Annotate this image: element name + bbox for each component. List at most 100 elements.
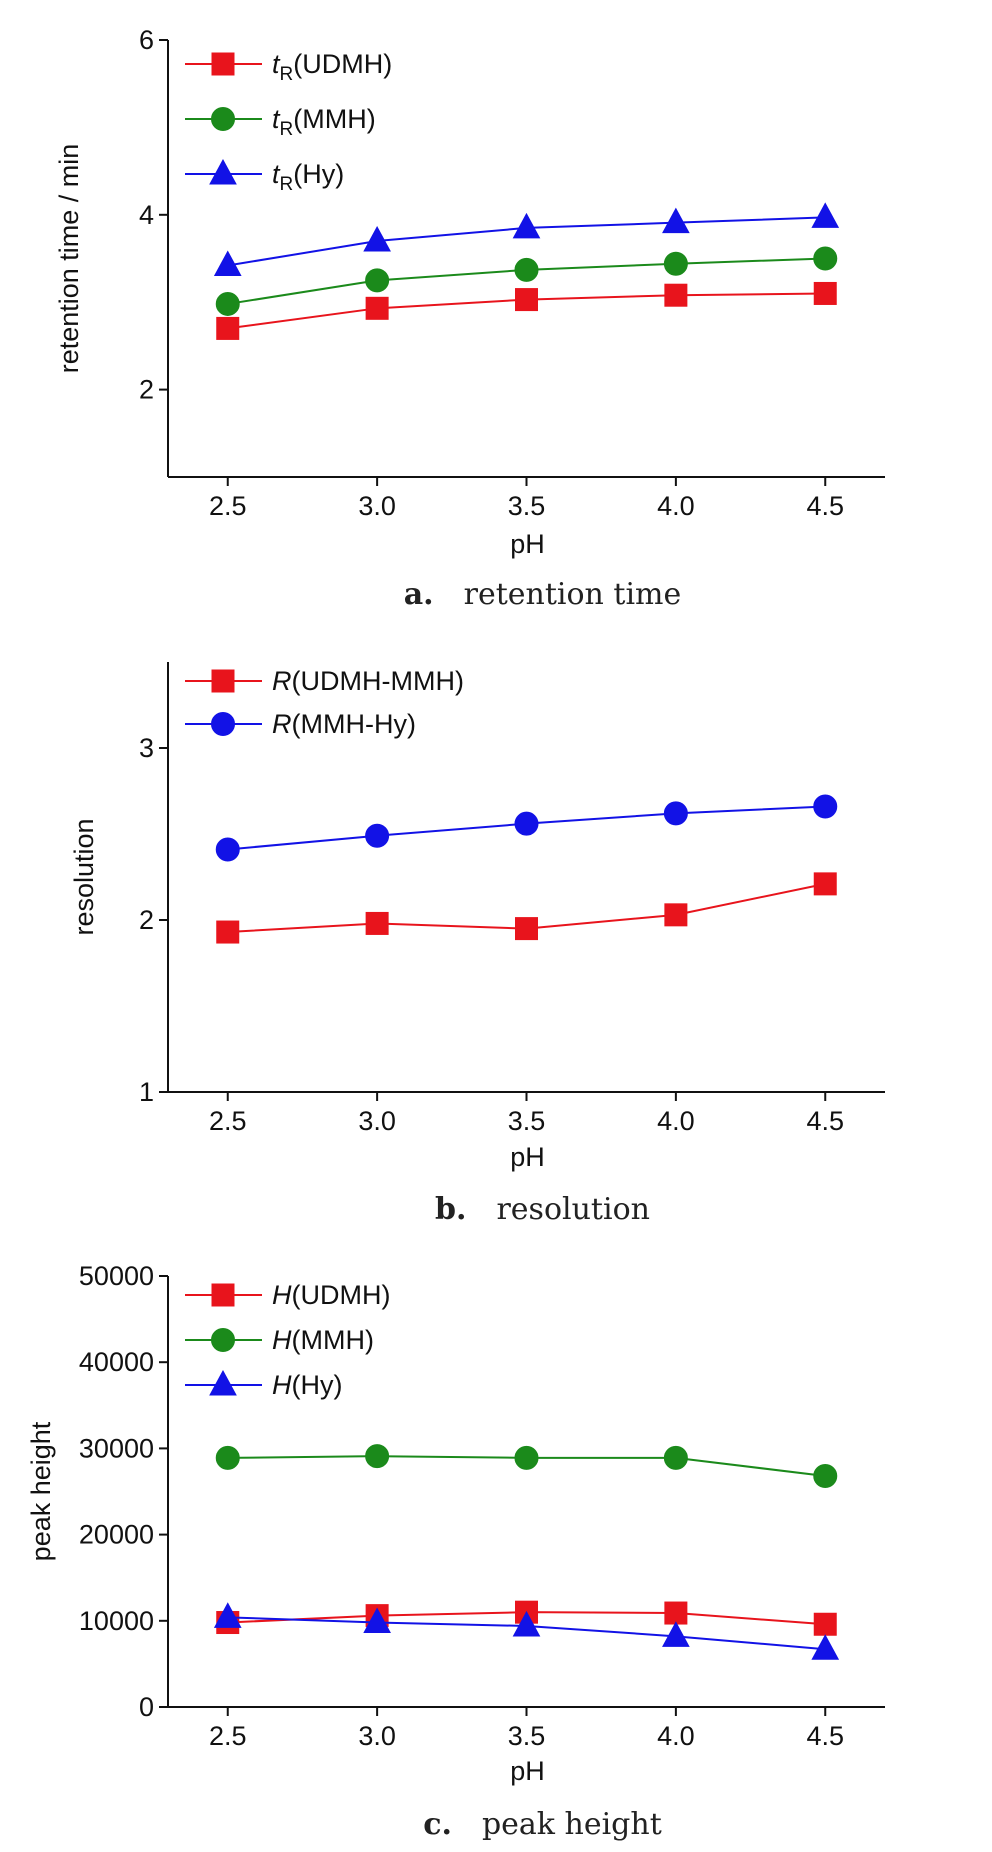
legend-marker	[211, 107, 235, 131]
data-point	[215, 1445, 240, 1470]
y-tick-label: 2	[139, 375, 154, 405]
x-tick-label: 4.0	[657, 1721, 695, 1751]
data-point	[365, 1444, 390, 1469]
x-tick-label: 4.0	[657, 1106, 695, 1136]
data-point	[213, 1602, 242, 1628]
data-point	[664, 1601, 688, 1625]
x-axis-title: pH	[510, 1756, 545, 1786]
data-point	[813, 246, 838, 271]
legend-label: H(Hy)	[272, 1370, 342, 1400]
data-point	[514, 811, 539, 836]
x-tick-label: 3.0	[358, 1106, 396, 1136]
data-point	[512, 212, 541, 239]
x-axis-title: pH	[510, 529, 545, 559]
y-tick-label: 2	[139, 905, 154, 935]
panel-caption-letter: a.	[404, 577, 434, 612]
data-point	[514, 257, 539, 282]
legend-label-subscript: R	[280, 64, 294, 85]
data-point	[813, 1612, 837, 1636]
legend-label: tR(UDMH)	[272, 49, 392, 85]
y-axis-title: peak height	[26, 1421, 56, 1561]
data-point	[811, 202, 840, 228]
data-point	[216, 920, 240, 944]
legend-label-rest: (MMH-Hy)	[292, 709, 416, 739]
legend-label-italic: H	[272, 1280, 292, 1310]
data-point	[813, 281, 837, 305]
legend-marker	[211, 1283, 235, 1307]
legend-label-rest: (UDMH)	[292, 1280, 391, 1310]
data-point	[365, 911, 389, 935]
data-point	[664, 903, 688, 927]
chart-panel-c: 0 10000 20000 30000 40000 50000 2.5 3.0 3.5 4.0 4.…	[26, 1261, 885, 1842]
data-point	[365, 823, 390, 848]
x-tick-label: 2.5	[209, 491, 247, 521]
data-point	[813, 1463, 838, 1488]
panel-caption-text: peak height	[482, 1807, 662, 1842]
data-point	[512, 1610, 541, 1637]
panel-caption-text: retention time	[464, 577, 682, 612]
x-tick-label: 2.5	[209, 1106, 247, 1136]
legend-label-rest: (MMH)	[293, 104, 375, 134]
x-axis-title: pH	[510, 1142, 545, 1172]
legend-label-subscript: R	[280, 174, 294, 195]
legend-label-italic: R	[272, 709, 292, 739]
legend-label-italic: H	[272, 1325, 292, 1355]
x-tick-label: 4.5	[806, 1721, 844, 1751]
legend-marker	[211, 1328, 235, 1352]
x-tick-label: 3.0	[358, 491, 396, 521]
data-point	[813, 872, 837, 896]
legend-label-italic: t	[272, 49, 281, 79]
legend-label-italic: t	[272, 159, 281, 189]
y-axis-title: resolution	[69, 818, 99, 935]
y-tick-label: 4	[139, 200, 154, 230]
panel-caption: c. peak height	[423, 1807, 662, 1842]
data-point	[215, 837, 240, 862]
panel-caption: b. resolution	[435, 1192, 650, 1227]
x-tick-label: 3.5	[508, 491, 546, 521]
legend-marker	[211, 669, 235, 693]
x-tick-label: 2.5	[209, 1721, 247, 1751]
legend-label: R(UDMH-MMH)	[272, 666, 464, 696]
data-point	[216, 316, 240, 340]
legend-label: R(MMH-Hy)	[272, 709, 416, 739]
panel-caption-letter: b.	[435, 1192, 466, 1227]
data-point	[663, 251, 688, 276]
legend-marker	[211, 712, 235, 736]
x-tick-label: 3.5	[508, 1721, 546, 1751]
data-point	[365, 296, 389, 320]
data-point	[663, 1445, 688, 1470]
y-tick-label: 20000	[79, 1520, 154, 1550]
x-tick-label: 3.0	[358, 1721, 396, 1751]
legend-label-italic: H	[272, 1370, 292, 1400]
data-point	[663, 801, 688, 826]
legend-label-rest: (UDMH-MMH)	[292, 666, 464, 696]
y-tick-label: 0	[139, 1692, 154, 1722]
legend-label-rest: (Hy)	[293, 159, 344, 189]
chart-panel-a: 2 4 6 2.5 3.0 3.5 4.0 4.5 pH retention time / min…	[54, 25, 885, 612]
y-tick-label: 50000	[79, 1261, 154, 1291]
data-point	[515, 288, 538, 312]
y-tick-label: 10000	[79, 1606, 154, 1636]
y-tick-label: 30000	[79, 1433, 154, 1463]
x-tick-label: 3.5	[508, 1106, 546, 1136]
chart-panel-b: 1 2 3 2.5 3.0 3.5 4.0 4.5 pH resolution R(UDMH-MMH…	[69, 662, 885, 1227]
panel-caption: a. retention time	[404, 577, 682, 612]
panel-caption-text: resolution	[496, 1192, 650, 1227]
data-point	[515, 917, 538, 941]
legend-label: H(MMH)	[272, 1325, 374, 1355]
data-point	[813, 794, 838, 819]
data-point	[662, 207, 690, 234]
data-point	[514, 1445, 539, 1470]
y-tick-label: 1	[139, 1077, 154, 1107]
data-point	[215, 291, 240, 316]
legend-label: tR(Hy)	[272, 159, 344, 195]
panel-caption-letter: c.	[423, 1807, 452, 1842]
y-axis-title: retention time / min	[54, 144, 84, 374]
legend-label-italic: R	[272, 666, 292, 696]
data-point	[811, 1634, 840, 1660]
data-point	[664, 283, 688, 307]
legend-label: H(UDMH)	[272, 1280, 390, 1310]
data-point	[365, 268, 390, 293]
legend-label-rest: (Hy)	[292, 1370, 343, 1400]
